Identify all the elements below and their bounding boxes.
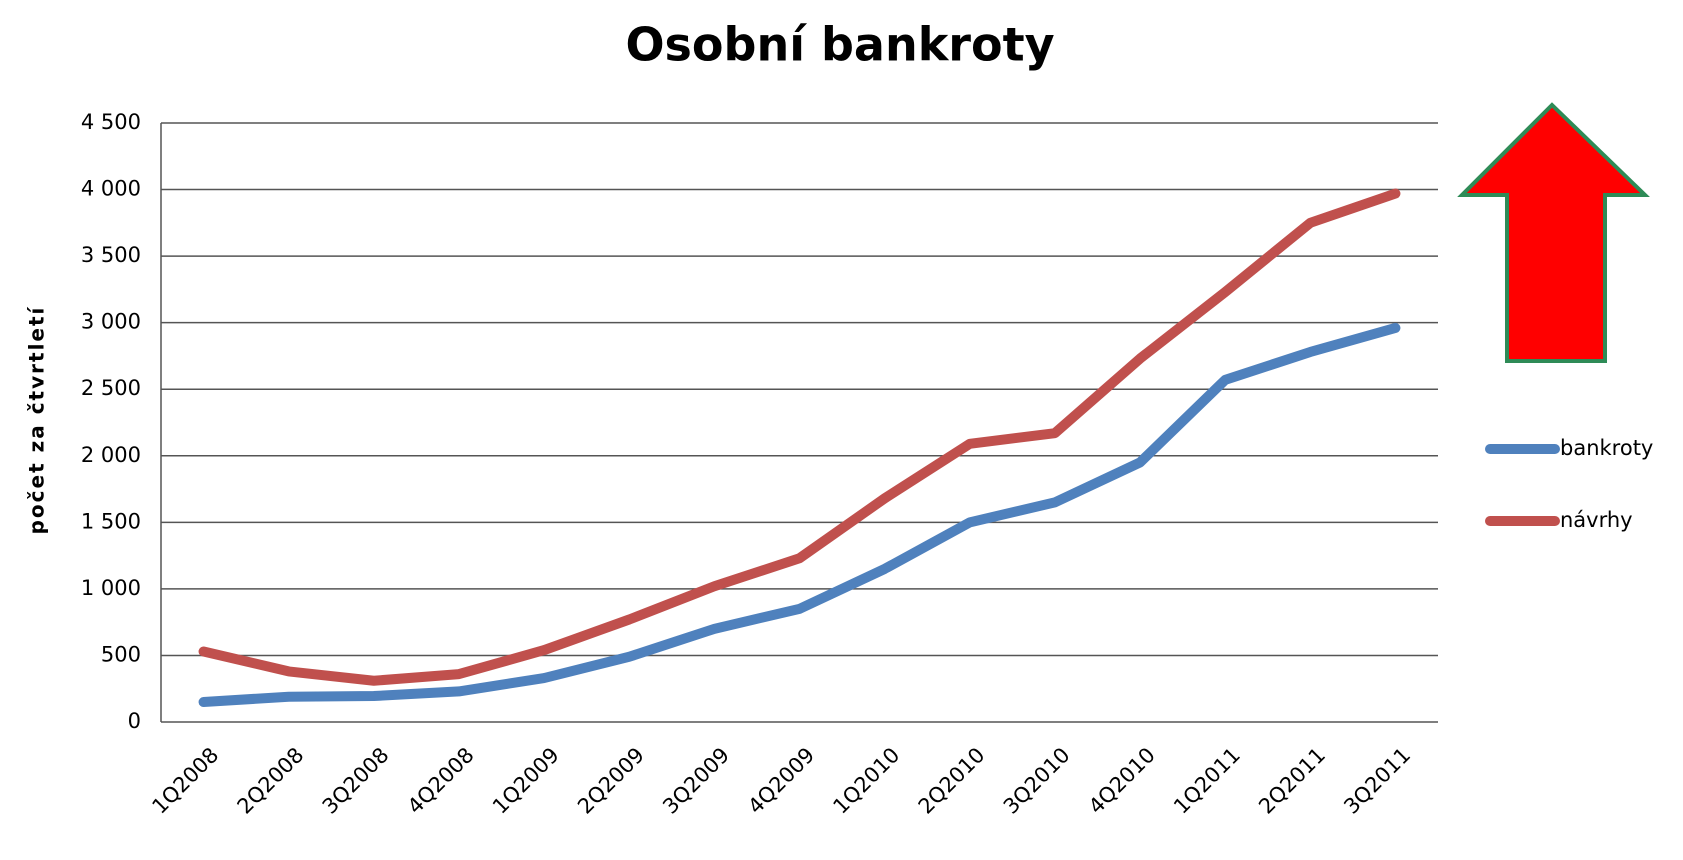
x-tick-label: 1Q2010 — [829, 743, 905, 819]
x-tick-label: 3Q2010 — [999, 743, 1075, 819]
x-tick-label: 1Q2009 — [488, 743, 564, 819]
y-tick-label: 2 000 — [81, 443, 141, 467]
y-tick-label: 0 — [128, 709, 141, 733]
y-tick-label: 1 000 — [81, 576, 141, 600]
y-tick-label: 3 000 — [81, 310, 141, 334]
x-tick-label: 2Q2011 — [1254, 743, 1330, 819]
y-tick-label: 2 500 — [81, 376, 141, 400]
x-tick-label: 3Q2011 — [1339, 743, 1415, 819]
legend-label: návrhy — [1560, 508, 1633, 532]
spacer — [1467, 108, 1483, 173]
y-tick-label: 4 500 — [81, 110, 141, 134]
series-line — [198, 322, 1401, 708]
x-tick-label: 4Q2010 — [1084, 743, 1160, 819]
y-tick-label: 1 500 — [81, 509, 141, 533]
x-tick-label: 2Q2010 — [914, 743, 990, 819]
y-tick-label: 500 — [101, 642, 141, 666]
chart-title: Osobní bankroty — [625, 18, 1054, 72]
x-tick-label: 2Q2009 — [573, 743, 649, 819]
x-tick-label: 4Q2009 — [743, 743, 819, 819]
x-tick-label: 2Q2008 — [233, 743, 309, 819]
x-tick-label: 1Q2011 — [1169, 743, 1245, 819]
y-tick-label: 3 500 — [81, 243, 141, 267]
legend-label: bankroty — [1560, 436, 1653, 460]
y-tick-label: 4 000 — [81, 177, 141, 201]
x-tick-label: 3Q2009 — [658, 743, 734, 819]
arrow-up — [1457, 102, 1650, 363]
y-axis-label: počet za čtvrtletí — [25, 306, 49, 535]
x-tick-label: 1Q2008 — [147, 743, 223, 819]
x-tick-label: 3Q2008 — [318, 743, 394, 819]
x-tick-label: 4Q2008 — [403, 743, 479, 819]
series-line — [198, 188, 1401, 686]
